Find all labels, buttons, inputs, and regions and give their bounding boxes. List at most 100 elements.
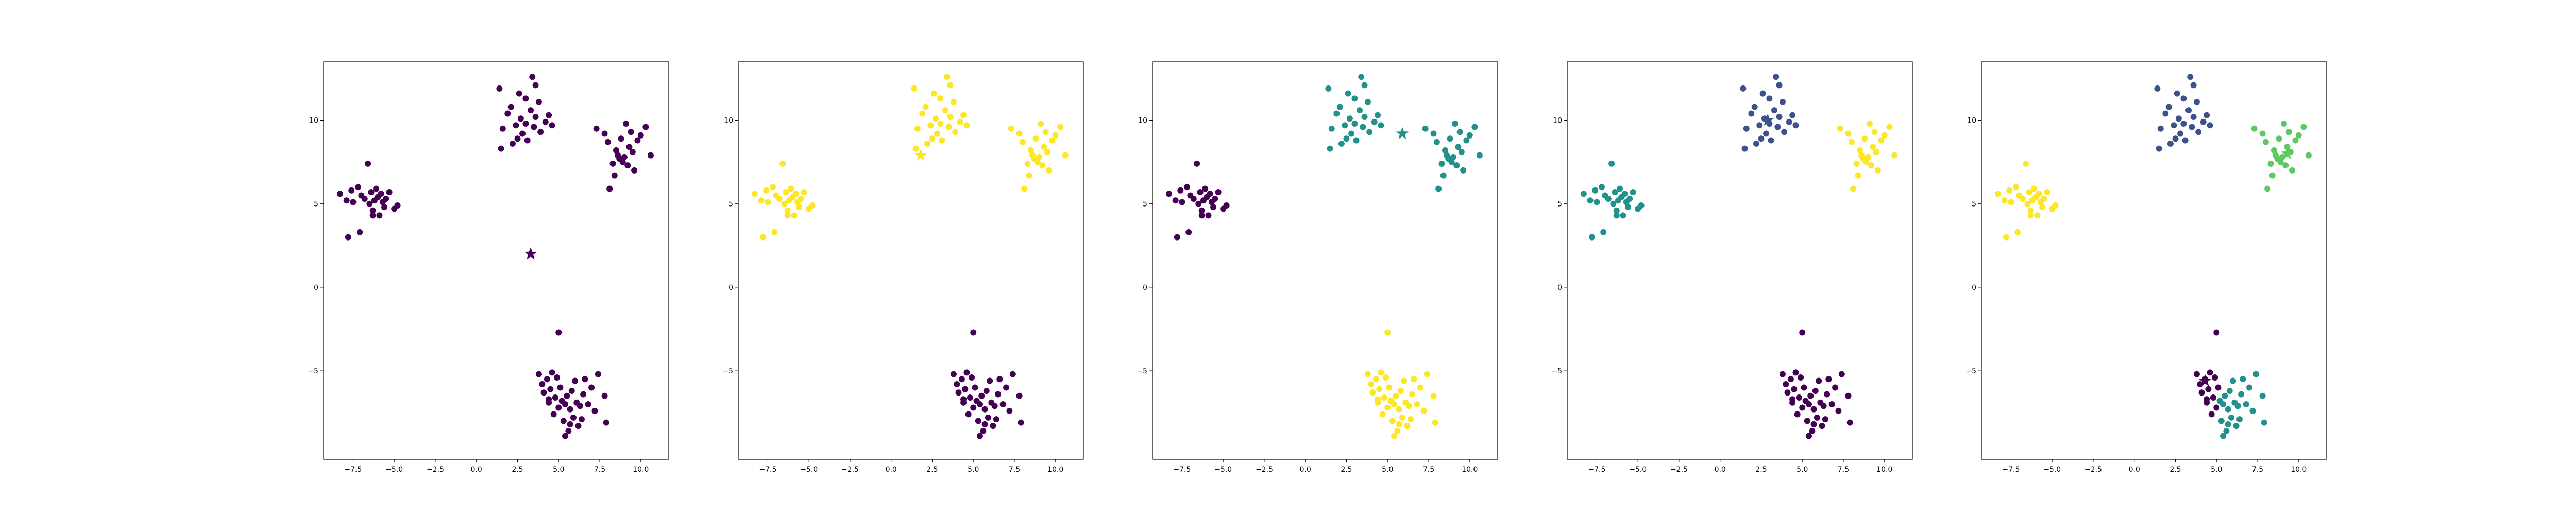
- scatter-point-left: [1587, 197, 1594, 204]
- scatter-point-top: [1751, 104, 1758, 110]
- y-tick-label: 0: [1972, 284, 1976, 292]
- scatter-point-top: [1741, 145, 1748, 152]
- scatter-point-bottom: [967, 394, 973, 401]
- scatter-point-bottom: [2249, 407, 2256, 414]
- scatter-point-right: [619, 159, 626, 165]
- scatter-point-top: [522, 121, 529, 127]
- scatter-point-right: [1008, 125, 1014, 132]
- scatter-point-top: [2177, 130, 2184, 137]
- x-tick-label: 7.5: [1009, 466, 1020, 474]
- y-tick-label: 0: [728, 284, 733, 292]
- y-tick-label: −5: [1137, 367, 1147, 375]
- scatter-point-top: [532, 114, 539, 121]
- scatter-point-top: [934, 130, 941, 137]
- scatter-point-right: [601, 130, 608, 137]
- scatter-point-top: [2165, 104, 2172, 110]
- scatter-point-left: [2013, 184, 2019, 191]
- scatter-point-bottom: [1804, 418, 1810, 424]
- y-tick-label: 5: [1557, 200, 1562, 209]
- x-tick-label: 0.0: [1300, 466, 1311, 474]
- scatter-point-right: [1049, 137, 1056, 144]
- scatter-point-bottom: [2198, 389, 2205, 396]
- scatter-point-right: [1856, 147, 1863, 153]
- scatter-point-bottom: [591, 407, 598, 414]
- scatter-point-bottom: [1828, 401, 1835, 407]
- scatter-point-bottom: [1009, 371, 1016, 377]
- scatter-point-top: [963, 122, 970, 129]
- scatter-point-right: [2305, 152, 2312, 159]
- scatter-point-bottom: [1819, 423, 1825, 430]
- scatter-point-top: [1343, 135, 1350, 142]
- scatter-point-bottom: [2218, 418, 2225, 424]
- scatter-point-bottom: [1391, 401, 1397, 407]
- scatter-point-top: [549, 122, 555, 129]
- x-tick-label: 10.0: [633, 466, 649, 474]
- scatter-point-left: [369, 207, 376, 214]
- scatter-point-top: [522, 95, 529, 102]
- scatter-point-left: [1207, 191, 1213, 197]
- scatter-point-right: [2277, 159, 2284, 165]
- scatter-point-left: [1617, 185, 1623, 192]
- y-tick-label: 10: [1138, 117, 1147, 125]
- scatter-point-top: [947, 82, 954, 89]
- scatter-point-right: [604, 139, 611, 145]
- scatter-point-bottom: [1393, 392, 1399, 399]
- scatter-point-left: [2001, 197, 2008, 204]
- scatter-point-top: [1776, 114, 1783, 121]
- scatter-point-left: [763, 187, 770, 194]
- scatter-point-top: [937, 121, 944, 127]
- scatter-point-left: [759, 234, 766, 241]
- scatter-point-bottom: [1791, 386, 1798, 392]
- scatter-point-right: [628, 129, 634, 135]
- subplot-5: −7.5 −5.0 −2.5 0.0 2.5 5.0 7.5 10.0 −5 0 5 10: [1965, 61, 2327, 474]
- scatter-point-top: [1789, 112, 1796, 118]
- scatter-point-top: [2185, 107, 2192, 114]
- scatter-point-top: [957, 118, 963, 125]
- scatter-point-bottom: [2252, 371, 2259, 377]
- scatter-point-left: [1592, 187, 1599, 194]
- scatter-point-bottom: [1845, 392, 1852, 399]
- scatter-points: [336, 74, 654, 439]
- scatter-point-left: [1177, 187, 1184, 194]
- scatter-point-top: [1360, 124, 1366, 130]
- scatter-point-right: [634, 137, 641, 144]
- scatter-point-right: [1871, 129, 1878, 135]
- scatter-point-top: [1378, 122, 1384, 129]
- x-tick-label: 0.0: [2129, 466, 2140, 474]
- axes-frame: [1152, 61, 1498, 460]
- scatter-point-left: [1210, 204, 1217, 211]
- x-tick-label: 7.5: [2252, 466, 2263, 474]
- scatter-point-bottom: [1816, 377, 1822, 384]
- scatter-point-bottom: [2238, 391, 2245, 398]
- scatter-point-bottom: [1806, 433, 1812, 439]
- scatter-point-right: [2264, 185, 2271, 192]
- y-tick-label: 0: [1143, 284, 1147, 292]
- scatter-point-top: [1786, 118, 1792, 125]
- scatter-point-top: [1748, 110, 1755, 117]
- scatter-point-right: [606, 185, 613, 192]
- scatter-point-bottom: [1016, 392, 1023, 399]
- scatter-point-top: [950, 98, 957, 105]
- scatter-point-right: [1433, 139, 1440, 145]
- scatter-point-right: [1873, 149, 1879, 156]
- scatter-point-bottom: [1432, 419, 1438, 426]
- scatter-point-top: [2204, 112, 2210, 118]
- scatter-point-top: [546, 112, 552, 118]
- scatter-point-bottom: [535, 371, 542, 377]
- scatter-point-right: [2259, 130, 2266, 137]
- scatter-point-bottom: [2234, 403, 2241, 409]
- scatter-point-bottom: [1809, 427, 1816, 434]
- scatter-point-bottom: [557, 384, 564, 391]
- scatter-point-top: [937, 95, 944, 102]
- scatter-point-right: [2282, 162, 2289, 169]
- scatter-point-bottom: [1376, 386, 1383, 392]
- y-tick-label: −5: [308, 367, 318, 375]
- scatter-point-bottom: [1822, 416, 1828, 423]
- x-tick-label: 10.0: [1876, 466, 1892, 474]
- scatter-point-top: [1327, 145, 1333, 152]
- scatter-point-left: [376, 212, 383, 219]
- scatter-point-bottom: [2204, 396, 2210, 403]
- scatter-point-top: [952, 129, 959, 135]
- scatter-point-bottom: [972, 384, 978, 391]
- scatter-point-bottom: [1389, 418, 1396, 424]
